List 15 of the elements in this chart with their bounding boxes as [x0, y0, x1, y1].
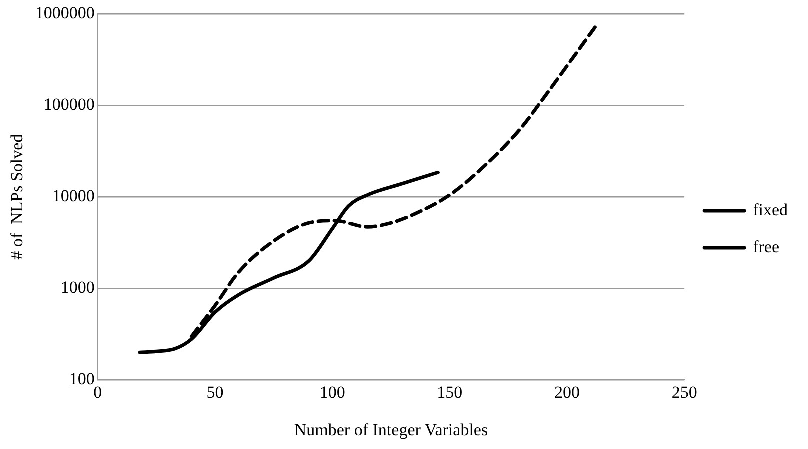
x-axis-title: Number of Integer Variables	[294, 420, 488, 440]
legend-label: fixed	[753, 200, 788, 220]
y-tick-label: 10000	[52, 186, 95, 206]
x-tick-label: 200	[554, 382, 580, 402]
y-tick-label: 1000	[60, 278, 95, 298]
x-tick-label: 150	[437, 382, 463, 402]
y-axis-title: # of NLPs Solved	[8, 134, 27, 260]
y-tick-label: 1000000	[35, 3, 95, 22]
y-tick-label: 100000	[44, 95, 95, 114]
y-tick-label: 100	[69, 370, 95, 389]
x-tick-label: 250	[672, 382, 698, 402]
x-tick-label: 100	[320, 382, 346, 402]
legend-label: free	[753, 237, 780, 256]
x-tick-label: 0	[94, 382, 102, 402]
x-tick-label: 50	[206, 382, 224, 402]
